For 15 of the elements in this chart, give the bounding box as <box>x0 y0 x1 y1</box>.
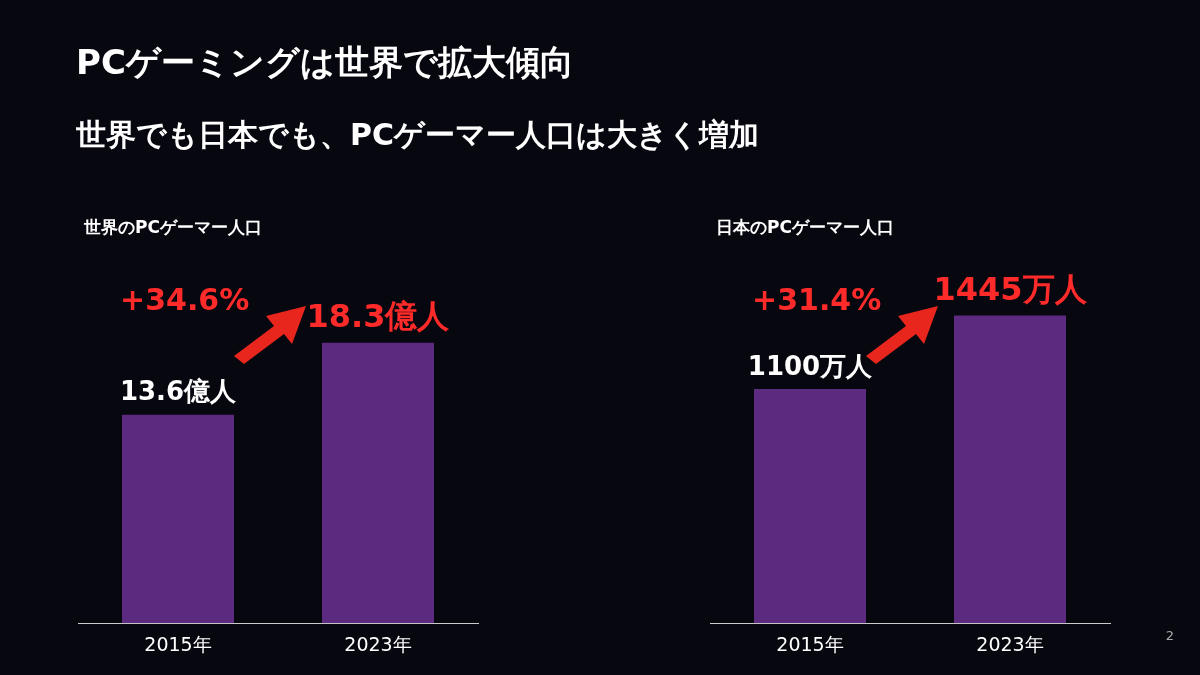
text: +34.6% <box>120 282 250 317</box>
data-label: 18.3億人 <box>306 297 451 336</box>
x-tick-label: 2015年 <box>776 632 844 655</box>
text: PCゲーミングは世界で拡大傾向 <box>76 41 574 84</box>
data-label: 1100万人 <box>747 350 874 381</box>
text: 世界でも日本でも、PCゲーマー人口は大きく増加 <box>76 116 760 154</box>
annotation: +31.4% <box>752 282 882 317</box>
x-tick-label: 2015年 <box>144 632 212 655</box>
chart-title: 世界のPCゲーマー人口 <box>84 216 262 239</box>
data-label: 1445万人 <box>933 269 1088 308</box>
x-tick-label: 2023年 <box>976 632 1044 655</box>
text: 2 <box>1165 628 1174 643</box>
chart-title: 日本のPCゲーマー人口 <box>716 216 894 239</box>
data-label: 13.6億人 <box>119 376 238 407</box>
x-tick-label: 2023年 <box>344 632 412 655</box>
